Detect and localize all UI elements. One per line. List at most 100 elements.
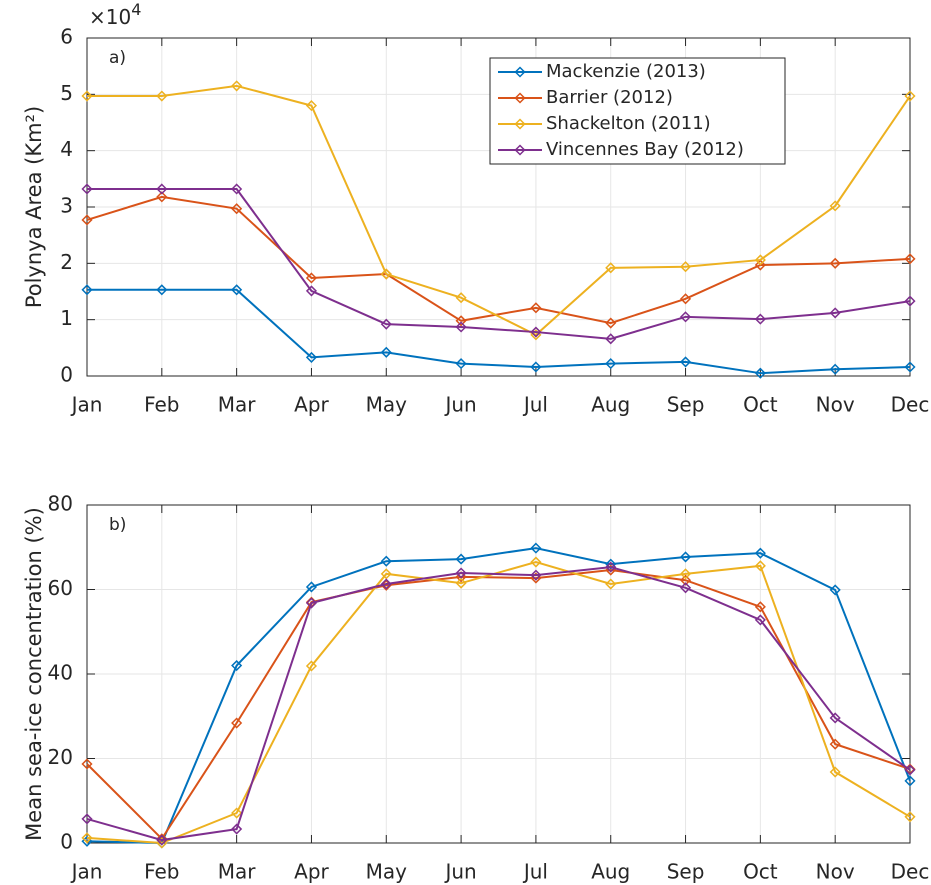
marker <box>754 254 766 266</box>
marker <box>156 834 168 846</box>
marker <box>904 764 916 776</box>
y-axis-label: Mean sea-ice concentration (%) <box>22 507 46 841</box>
marker <box>605 578 617 590</box>
marker <box>156 284 168 296</box>
marker <box>679 574 692 586</box>
marker <box>605 317 617 329</box>
legend-label: Mackenzie (2013) <box>546 61 706 82</box>
x-tick-label: Feb <box>144 860 179 884</box>
marker <box>231 823 243 835</box>
x-tick-label: Apr <box>294 860 329 884</box>
marker <box>530 556 542 568</box>
x-tick-label: Oct <box>743 393 778 417</box>
x-tick-label: Jan <box>70 393 103 417</box>
panel-label: a) <box>109 48 126 68</box>
y-tick-label: 20 <box>48 745 73 769</box>
x-tick-label: May <box>366 393 408 417</box>
marker <box>231 807 243 819</box>
x-tick-label: Dec <box>891 393 930 417</box>
marker <box>904 775 916 787</box>
marker <box>231 284 243 296</box>
marker <box>455 321 467 333</box>
legend-label: Shackelton (2011) <box>546 113 711 134</box>
marker <box>231 183 243 195</box>
y-tick-label: 6 <box>60 25 73 49</box>
series-line <box>86 560 911 845</box>
y-tick-label: 4 <box>60 137 73 161</box>
marker <box>754 367 766 379</box>
y-multiplier: ×104 <box>89 0 141 29</box>
marker <box>679 293 692 305</box>
marker <box>455 358 467 370</box>
series-line <box>87 187 911 340</box>
marker <box>455 567 467 579</box>
x-tick-label: Mar <box>218 860 257 884</box>
panel-label: b) <box>109 515 126 535</box>
marker <box>380 318 392 330</box>
marker <box>679 582 692 594</box>
marker <box>754 313 766 325</box>
series-line <box>87 288 911 375</box>
marker <box>530 302 542 314</box>
marker <box>754 614 766 626</box>
y-tick-label: 60 <box>48 576 73 600</box>
marker <box>81 758 93 770</box>
x-tick-label: Apr <box>294 393 329 417</box>
marker <box>530 542 542 554</box>
marker <box>455 577 467 589</box>
marker <box>829 363 841 375</box>
legend-label: Vincennes Bay (2012) <box>546 139 744 160</box>
marker <box>605 333 617 345</box>
x-tick-label: Jun <box>443 860 476 884</box>
marker <box>904 811 916 823</box>
marker <box>455 315 467 327</box>
x-tick-label: Mar <box>218 393 257 417</box>
x-tick-label: Jul <box>522 860 548 884</box>
legend-marker <box>514 66 526 78</box>
legend-marker <box>514 118 526 130</box>
marker <box>754 560 766 572</box>
marker <box>605 262 617 274</box>
marker <box>305 660 318 672</box>
marker <box>231 717 243 729</box>
marker <box>305 581 318 593</box>
series-line <box>86 195 911 325</box>
marker <box>81 90 93 102</box>
x-tick-label: Sep <box>667 860 705 884</box>
marker <box>380 555 392 567</box>
legend-label: Barrier (2012) <box>546 87 673 108</box>
legend-marker <box>514 144 526 156</box>
marker <box>904 253 916 265</box>
x-tick-label: Dec <box>891 860 930 884</box>
marker <box>231 80 243 92</box>
x-tick-label: Jun <box>443 393 476 417</box>
y-tick-label: 5 <box>60 81 73 105</box>
legend-marker <box>514 92 526 104</box>
marker <box>679 568 692 580</box>
marker <box>81 284 93 296</box>
series-line <box>86 566 911 842</box>
marker <box>904 295 916 307</box>
marker <box>380 578 392 590</box>
marker <box>754 547 766 559</box>
marker <box>231 659 243 672</box>
marker <box>81 214 93 226</box>
marker <box>81 832 93 844</box>
marker <box>904 361 916 373</box>
marker <box>754 601 766 613</box>
marker <box>305 285 318 297</box>
x-tick-label: Aug <box>591 860 630 884</box>
y-multiplier-power: 4 <box>131 0 141 19</box>
marker <box>829 766 841 778</box>
marker <box>829 307 841 319</box>
y-tick-label: 80 <box>48 492 73 516</box>
marker <box>305 100 318 112</box>
series-line <box>86 569 911 841</box>
marker <box>679 551 692 563</box>
marker <box>380 346 392 358</box>
marker <box>829 200 841 212</box>
marker <box>679 356 692 368</box>
marker <box>156 90 168 102</box>
x-tick-label: Jul <box>522 393 548 417</box>
